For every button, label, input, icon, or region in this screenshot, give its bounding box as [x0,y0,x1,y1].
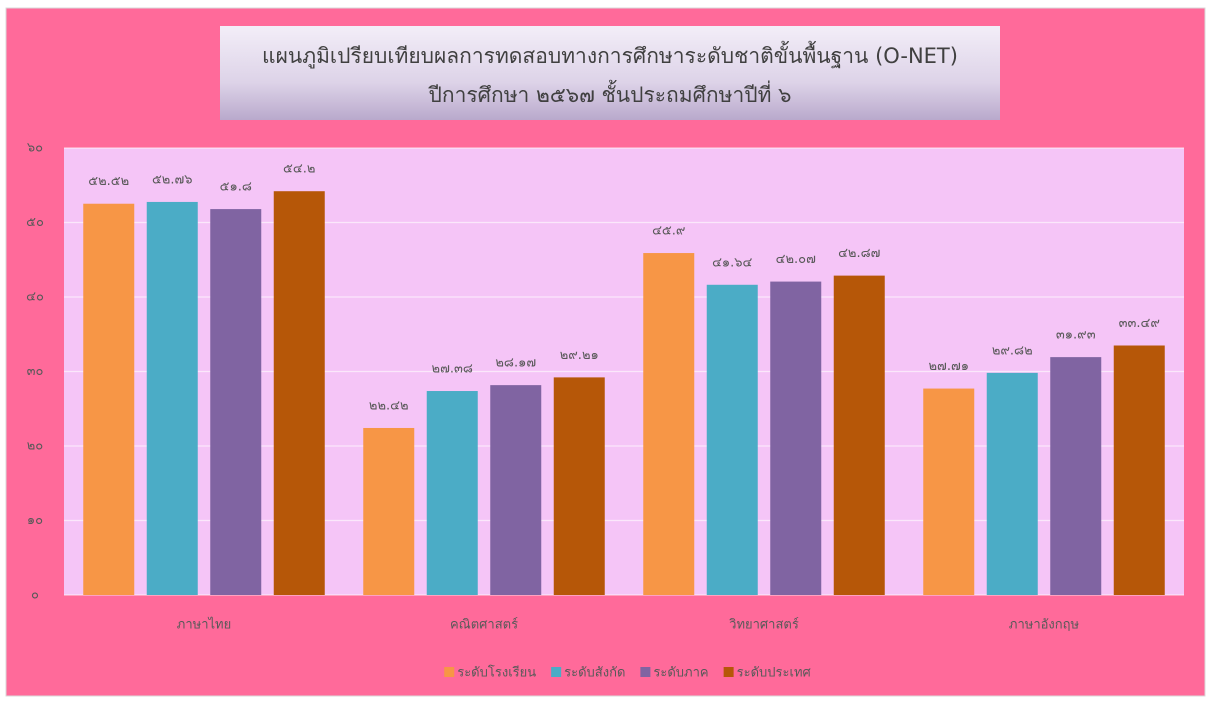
title-box [220,26,1000,120]
data-label: ๕๔.๒ [283,162,315,177]
bar [210,209,262,595]
data-label: ๕๒.๗๖ [152,172,193,187]
chart-title: แผนภูมิเปรียบเทียบผลการทดสอบทางการศึกษาร… [262,41,958,69]
legend-swatch [640,667,651,677]
data-label: ๒๙.๘๒ [992,343,1033,358]
data-label: ๒๙.๒๑ [560,348,599,363]
bar [363,427,415,595]
data-label: ๒๒.๔๒ [369,398,409,413]
bar [273,191,325,595]
bar [553,377,605,595]
y-tick-label: ๒๐ [27,439,44,454]
x-tick-label: คณิตศาสตร์ [450,617,518,633]
data-label: ๕๑.๘ [220,180,252,195]
data-label: ๒๘.๑๗ [495,356,536,371]
data-label: ๓๑.๙๓ [1056,328,1096,343]
y-tick-label: ๔๐ [26,290,44,305]
x-tick-label: วิทยาศาสตร์ [728,617,798,633]
y-tick-label: ๕๐ [26,215,44,230]
bar [770,281,822,595]
bar [706,284,758,595]
bar [83,203,135,595]
legend-swatch [444,667,455,677]
data-label: ๔๒.๐๗ [776,252,816,267]
y-tick-label: ๓๐ [27,364,44,379]
chart-subtitle: ปีการศึกษา ๒๕๖๗ ชั้นประถมศึกษาปีที่ ๖ [428,80,792,107]
data-label: ๒๗.๗๑ [928,359,969,374]
legend-label: ระดับภาค [653,666,708,681]
legend-label: ระดับประเทศ [737,666,812,681]
data-label: ๔๒.๘๗ [838,246,880,261]
legend-swatch [551,667,562,677]
bar [490,385,542,595]
bar [923,388,975,595]
bar [1113,345,1165,595]
data-label: ๔๕.๙ [652,224,685,239]
data-label: ๕๒.๕๒ [88,174,129,189]
y-tick-label: ๐ [31,588,39,603]
y-tick-label: ๖๐ [27,141,43,156]
bar [426,391,478,595]
bar [986,372,1038,595]
bar [643,253,695,596]
x-tick-label: ภาษาอังกฤษ [1009,618,1080,633]
data-label: ๒๗.๓๘ [432,362,473,377]
bar [833,275,885,595]
legend-label: ระดับโรงเรียน [457,665,536,681]
bar [1050,357,1102,595]
data-label: ๔๑.๖๔ [712,255,752,270]
bar [146,201,198,596]
legend-label: ระดับสังกัด [564,666,625,681]
y-tick-label: ๑๐ [27,513,43,528]
data-label: ๓๓.๔๙ [1119,316,1160,331]
x-tick-label: ภาษาไทย [177,617,231,633]
legend-swatch [723,667,734,677]
